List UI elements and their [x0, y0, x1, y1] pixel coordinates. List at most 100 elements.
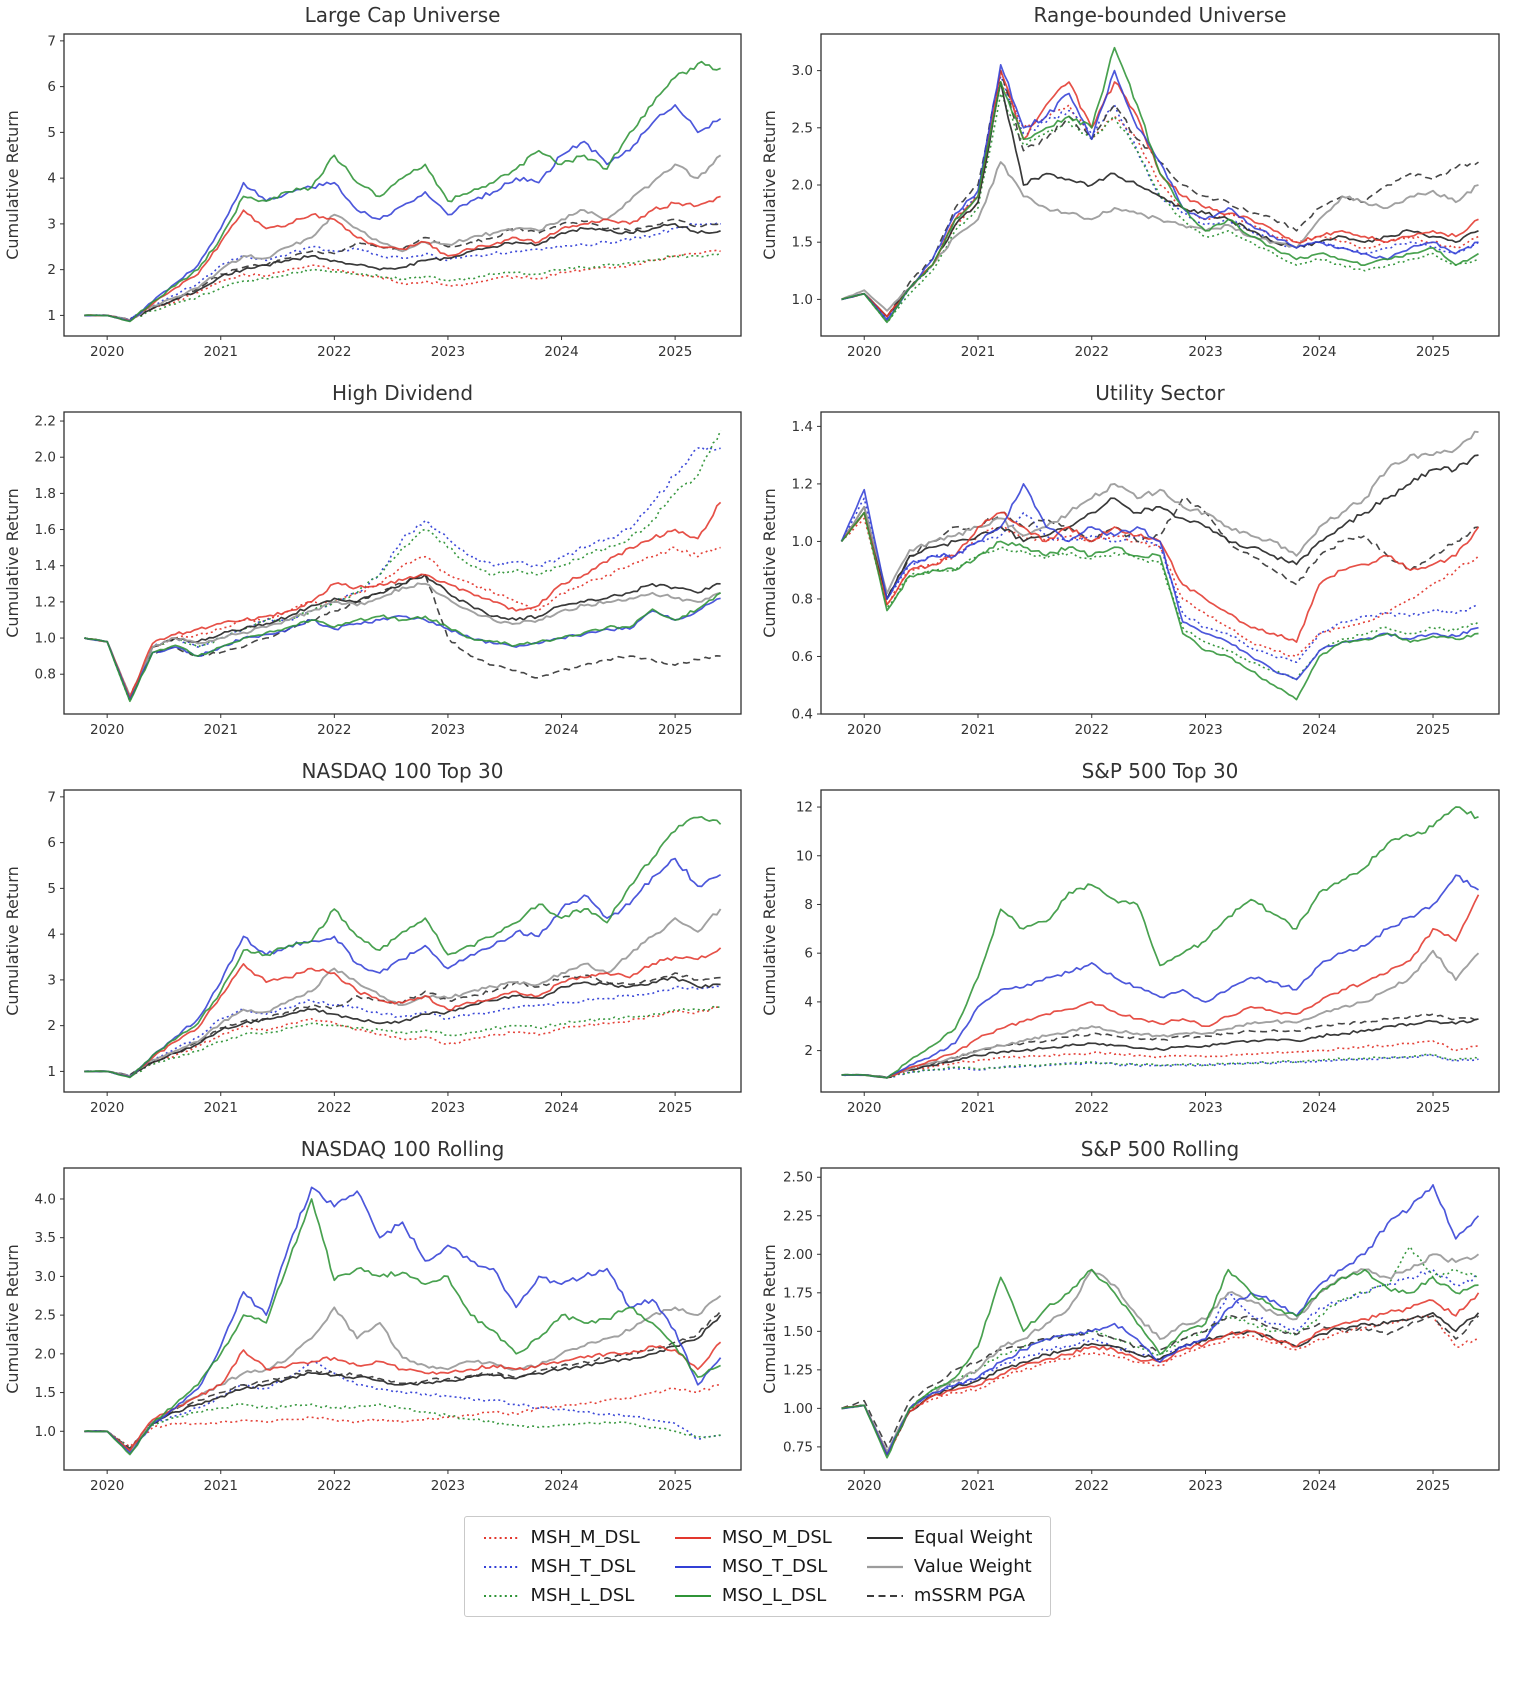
- legend-item-value-weight: Value Weight: [866, 1556, 1033, 1577]
- chart-title: Large Cap Universe: [305, 3, 501, 27]
- x-tick-label: 2025: [1416, 1478, 1450, 1494]
- series-line-msh-t-dsl: [841, 1053, 1479, 1079]
- x-tick-label: 2021: [204, 1100, 238, 1116]
- y-tick-label: 3.5: [35, 1230, 56, 1246]
- y-tick-label: 1.00: [783, 1401, 813, 1417]
- x-tick-label: 2023: [431, 722, 465, 738]
- x-tick-label: 2024: [544, 722, 578, 738]
- y-tick-label: 4: [47, 171, 56, 187]
- y-tick-label: 12: [796, 800, 813, 816]
- series-line-mssrm-pga: [84, 574, 721, 699]
- x-tick-label: 2024: [1302, 1100, 1336, 1116]
- chart-sp-500-top-30: S&P 500 Top 30 Cumulative Return 2 4 6 8 10 12 2…: [757, 756, 1515, 1134]
- series-line-msh-l-dsl: [840, 511, 1479, 681]
- chart-high-dividend: High Dividend Cumulative Return 0.8 1.0 1.2 1…: [0, 378, 757, 756]
- x-tick-label: 2022: [317, 722, 351, 738]
- x-tick-label: 2022: [1075, 1100, 1109, 1116]
- series-line-value-weight: [84, 154, 722, 321]
- y-tick-label: 1.0: [35, 631, 56, 647]
- x-tick-label: 2025: [658, 722, 692, 738]
- series-line-mso-m-dsl: [84, 1341, 722, 1452]
- y-tick-label: 6: [47, 79, 56, 95]
- series-line-msh-m-dsl: [84, 546, 721, 697]
- y-tick-label: 2: [47, 262, 56, 278]
- series-line-mssrm-pga: [841, 1315, 1480, 1448]
- x-tick-label: 2023: [431, 344, 465, 360]
- legend-label: Equal Weight: [913, 1527, 1033, 1548]
- series-line-value-weight: [841, 949, 1480, 1079]
- y-tick-label: 5: [47, 881, 56, 897]
- series-line-msh-t-dsl: [84, 985, 721, 1076]
- series-line-mssrm-pga: [84, 972, 721, 1076]
- y-tick-label: 0.6: [792, 649, 813, 665]
- series-line-equal-weight: [84, 573, 721, 699]
- y-axis-label: Cumulative Return: [3, 1244, 22, 1394]
- legend: MSH_M_DSL MSH_T_DSL MSH_L_DSL MSO_M_DSL MSO_…: [0, 1516, 1515, 1617]
- x-tick-label: 2021: [204, 344, 238, 360]
- series-line-msh-m-dsl: [841, 1040, 1479, 1079]
- legend-line-swatch: [483, 1536, 520, 1539]
- legend-line-swatch: [483, 1565, 520, 1568]
- y-axis-label: Cumulative Return: [760, 488, 779, 638]
- y-tick-label: 7: [47, 33, 56, 49]
- series-line-mso-t-dsl: [840, 483, 1479, 681]
- legend-item-equal-weight: Equal Weight: [866, 1527, 1033, 1548]
- y-axis-label: Cumulative Return: [760, 110, 779, 260]
- x-tick-label: 2021: [961, 344, 995, 360]
- series-line-value-weight: [841, 1253, 1480, 1453]
- x-tick-label: 2025: [658, 1100, 692, 1116]
- series-line-mso-t-dsl: [84, 1186, 722, 1454]
- y-axis-label: Cumulative Return: [760, 1244, 779, 1394]
- x-tick-label: 2020: [847, 722, 881, 738]
- legend-item-msh-m-dsl: MSH_M_DSL: [483, 1527, 640, 1548]
- legend-column: MSH_M_DSL MSH_T_DSL MSH_L_DSL: [483, 1527, 640, 1606]
- series-line-mssrm-pga: [84, 218, 721, 320]
- series-line-value-weight: [84, 582, 721, 697]
- series-line-mso-t-dsl: [841, 874, 1479, 1079]
- legend-item-msh-l-dsl: MSH_L_DSL: [483, 1585, 640, 1606]
- y-tick-label: 0.8: [35, 667, 56, 683]
- x-tick-label: 2020: [90, 1478, 124, 1494]
- y-tick-label: 2.0: [35, 1346, 56, 1362]
- x-tick-label: 2020: [847, 1478, 881, 1494]
- y-tick-label: 1.0: [792, 534, 813, 550]
- y-tick-label: 3.0: [35, 1269, 56, 1285]
- x-tick-label: 2025: [1416, 1100, 1450, 1116]
- x-tick-label: 2023: [431, 1478, 465, 1494]
- chart-title: S&P 500 Top 30: [1082, 759, 1239, 783]
- x-tick-label: 2023: [1188, 1100, 1222, 1116]
- y-tick-label: 1.8: [35, 486, 56, 502]
- chart-large-cap-universe: Large Cap Universe Cumulative Return 1 2 3 4 5…: [0, 0, 757, 378]
- series-line-equal-weight: [841, 1311, 1480, 1456]
- legend-item-mso-m-dsl: MSO_M_DSL: [674, 1527, 832, 1548]
- legend-label: MSO_T_DSL: [721, 1556, 828, 1577]
- x-tick-label: 2023: [431, 1100, 465, 1116]
- series-line-msh-l-dsl: [84, 1005, 721, 1077]
- chart-title: Utility Sector: [1095, 381, 1225, 405]
- y-tick-label: 0.75: [783, 1439, 813, 1455]
- series-line-mso-l-dsl: [841, 806, 1479, 1079]
- legend-line-swatch: [866, 1536, 903, 1539]
- chart-range-bounded-universe: Range-bounded Universe Cumulative Return 1…: [757, 0, 1515, 378]
- y-tick-label: 1.50: [783, 1324, 813, 1340]
- x-tick-label: 2021: [961, 1478, 995, 1494]
- legend-line-swatch: [674, 1536, 711, 1539]
- x-tick-label: 2022: [317, 1478, 351, 1494]
- series-line-msh-t-dsl: [841, 75, 1479, 320]
- legend-item-mssrm-pga: mSSRM PGA: [866, 1585, 1033, 1606]
- y-tick-label: 1.0: [35, 1424, 56, 1440]
- legend-label: MSO_L_DSL: [721, 1585, 827, 1606]
- y-tick-label: 4: [47, 927, 56, 943]
- x-tick-label: 2020: [847, 344, 881, 360]
- y-tick-label: 1.2: [792, 476, 813, 492]
- x-tick-label: 2025: [658, 1478, 692, 1494]
- x-tick-label: 2024: [544, 1100, 578, 1116]
- series-line-mso-t-dsl: [841, 64, 1479, 321]
- y-tick-label: 6: [47, 835, 56, 851]
- y-tick-label: 4: [804, 994, 813, 1010]
- chart-title: S&P 500 Rolling: [1081, 1137, 1240, 1161]
- series-line-mso-l-dsl: [841, 1268, 1479, 1459]
- legend-line-swatch: [483, 1594, 520, 1597]
- series-line-msh-t-dsl: [84, 1360, 721, 1450]
- y-tick-label: 1.25: [783, 1362, 813, 1378]
